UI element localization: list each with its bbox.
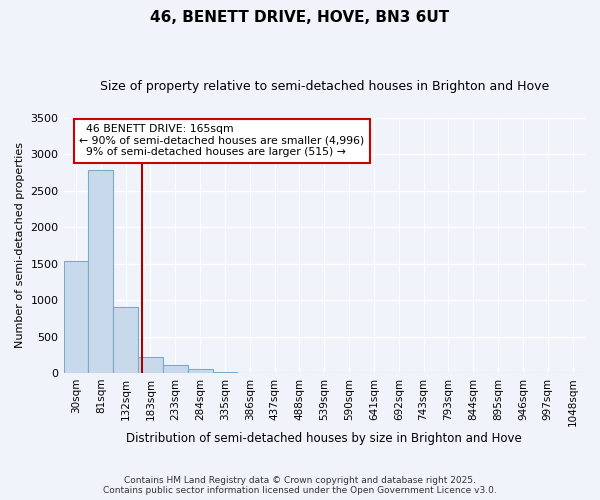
- Text: Contains HM Land Registry data © Crown copyright and database right 2025.
Contai: Contains HM Land Registry data © Crown c…: [103, 476, 497, 495]
- Bar: [212, 372, 238, 373]
- X-axis label: Distribution of semi-detached houses by size in Brighton and Hove: Distribution of semi-detached houses by …: [127, 432, 522, 445]
- Y-axis label: Number of semi-detached properties: Number of semi-detached properties: [15, 142, 25, 348]
- Text: 46 BENETT DRIVE: 165sqm
← 90% of semi-detached houses are smaller (4,996)
  9% o: 46 BENETT DRIVE: 165sqm ← 90% of semi-de…: [79, 124, 364, 158]
- Text: 46, BENETT DRIVE, HOVE, BN3 6UT: 46, BENETT DRIVE, HOVE, BN3 6UT: [151, 10, 449, 25]
- Bar: [188, 369, 212, 373]
- Title: Size of property relative to semi-detached houses in Brighton and Hove: Size of property relative to semi-detach…: [100, 80, 549, 93]
- Bar: [138, 358, 163, 373]
- Bar: [88, 170, 113, 373]
- Bar: [163, 366, 188, 373]
- Bar: [113, 308, 138, 373]
- Bar: [64, 260, 88, 373]
